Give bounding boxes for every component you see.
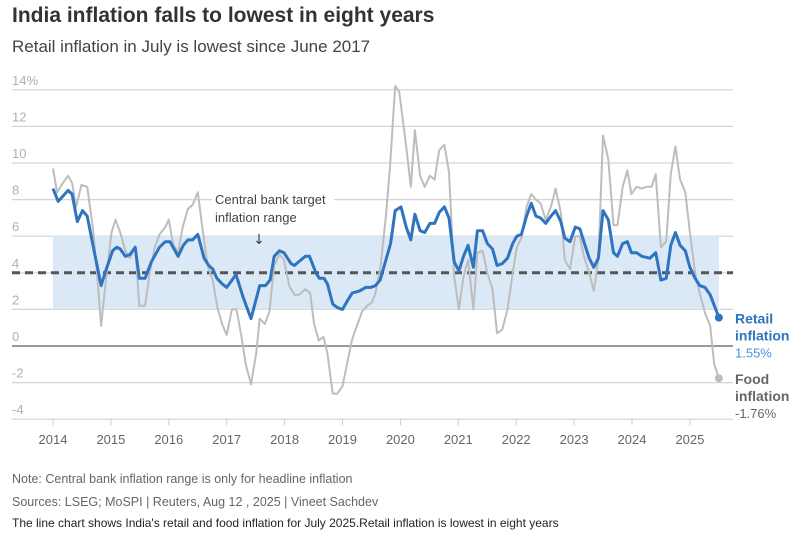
chart-title: India inflation falls to lowest in eight…	[12, 4, 435, 27]
target-band	[53, 236, 719, 310]
x-tick-label: 2020	[386, 432, 415, 447]
x-tick-label: 2021	[444, 432, 473, 447]
y-tick-label: 2	[12, 292, 19, 307]
footer-description: The line chart shows India's retail and …	[12, 516, 559, 530]
y-tick-label: 10	[12, 146, 26, 161]
food-inflation-line	[52, 85, 720, 395]
y-tick-label: -4	[12, 402, 24, 417]
y-tick-label: 14%	[12, 73, 38, 88]
x-tick-label: 2015	[96, 432, 125, 447]
retail-last-value-label: 1.55%	[735, 346, 772, 361]
x-tick-label: 2018	[270, 432, 299, 447]
band-annotation-line2: inflation range	[215, 210, 297, 225]
food-last-point	[714, 374, 723, 383]
y-tick-label: -2	[12, 366, 24, 381]
x-tick-label: 2014	[39, 432, 68, 447]
annotation-bg	[212, 190, 334, 228]
footer-sources: Sources: LSEG; MoSPI | Reuters, Aug 12 ,…	[12, 495, 379, 509]
chart-subtitle: Retail inflation in July is lowest since…	[12, 37, 371, 56]
retail-last-point	[714, 313, 723, 322]
x-tick-label: 2019	[328, 432, 357, 447]
food-series-label-line2: inflation	[735, 388, 789, 404]
x-tick-label: 2022	[502, 432, 531, 447]
x-tick-label: 2024	[618, 432, 647, 447]
retail-series-label-line1: Retail	[735, 311, 773, 327]
y-tick-label: 12	[12, 109, 26, 124]
band-annotation-line1: Central bank target	[215, 192, 326, 207]
y-tick-label: 0	[12, 329, 19, 344]
y-tick-label: 6	[12, 219, 19, 234]
x-tick-label: 2017	[212, 432, 241, 447]
retail-inflation-line	[51, 188, 721, 321]
line-chart: 14% 12 10 8 6 4 2 0 -2 -4 2014 2015 2016 2017 2018 2019…	[12, 73, 789, 447]
footer-note: Note: Central bank inflation range is on…	[12, 472, 353, 486]
x-tick-label: 2016	[154, 432, 183, 447]
food-last-value-label: -1.76%	[735, 406, 777, 421]
retail-series-label-line2: inflation	[735, 328, 789, 344]
y-tick-label: 8	[12, 183, 19, 198]
x-tick-label: 2025	[675, 432, 704, 447]
food-series-label-line1: Food	[735, 371, 769, 387]
band-annotation-arrow: ↓	[253, 232, 265, 248]
x-tick-label: 2023	[560, 432, 589, 447]
y-tick-label: 4	[12, 256, 19, 271]
